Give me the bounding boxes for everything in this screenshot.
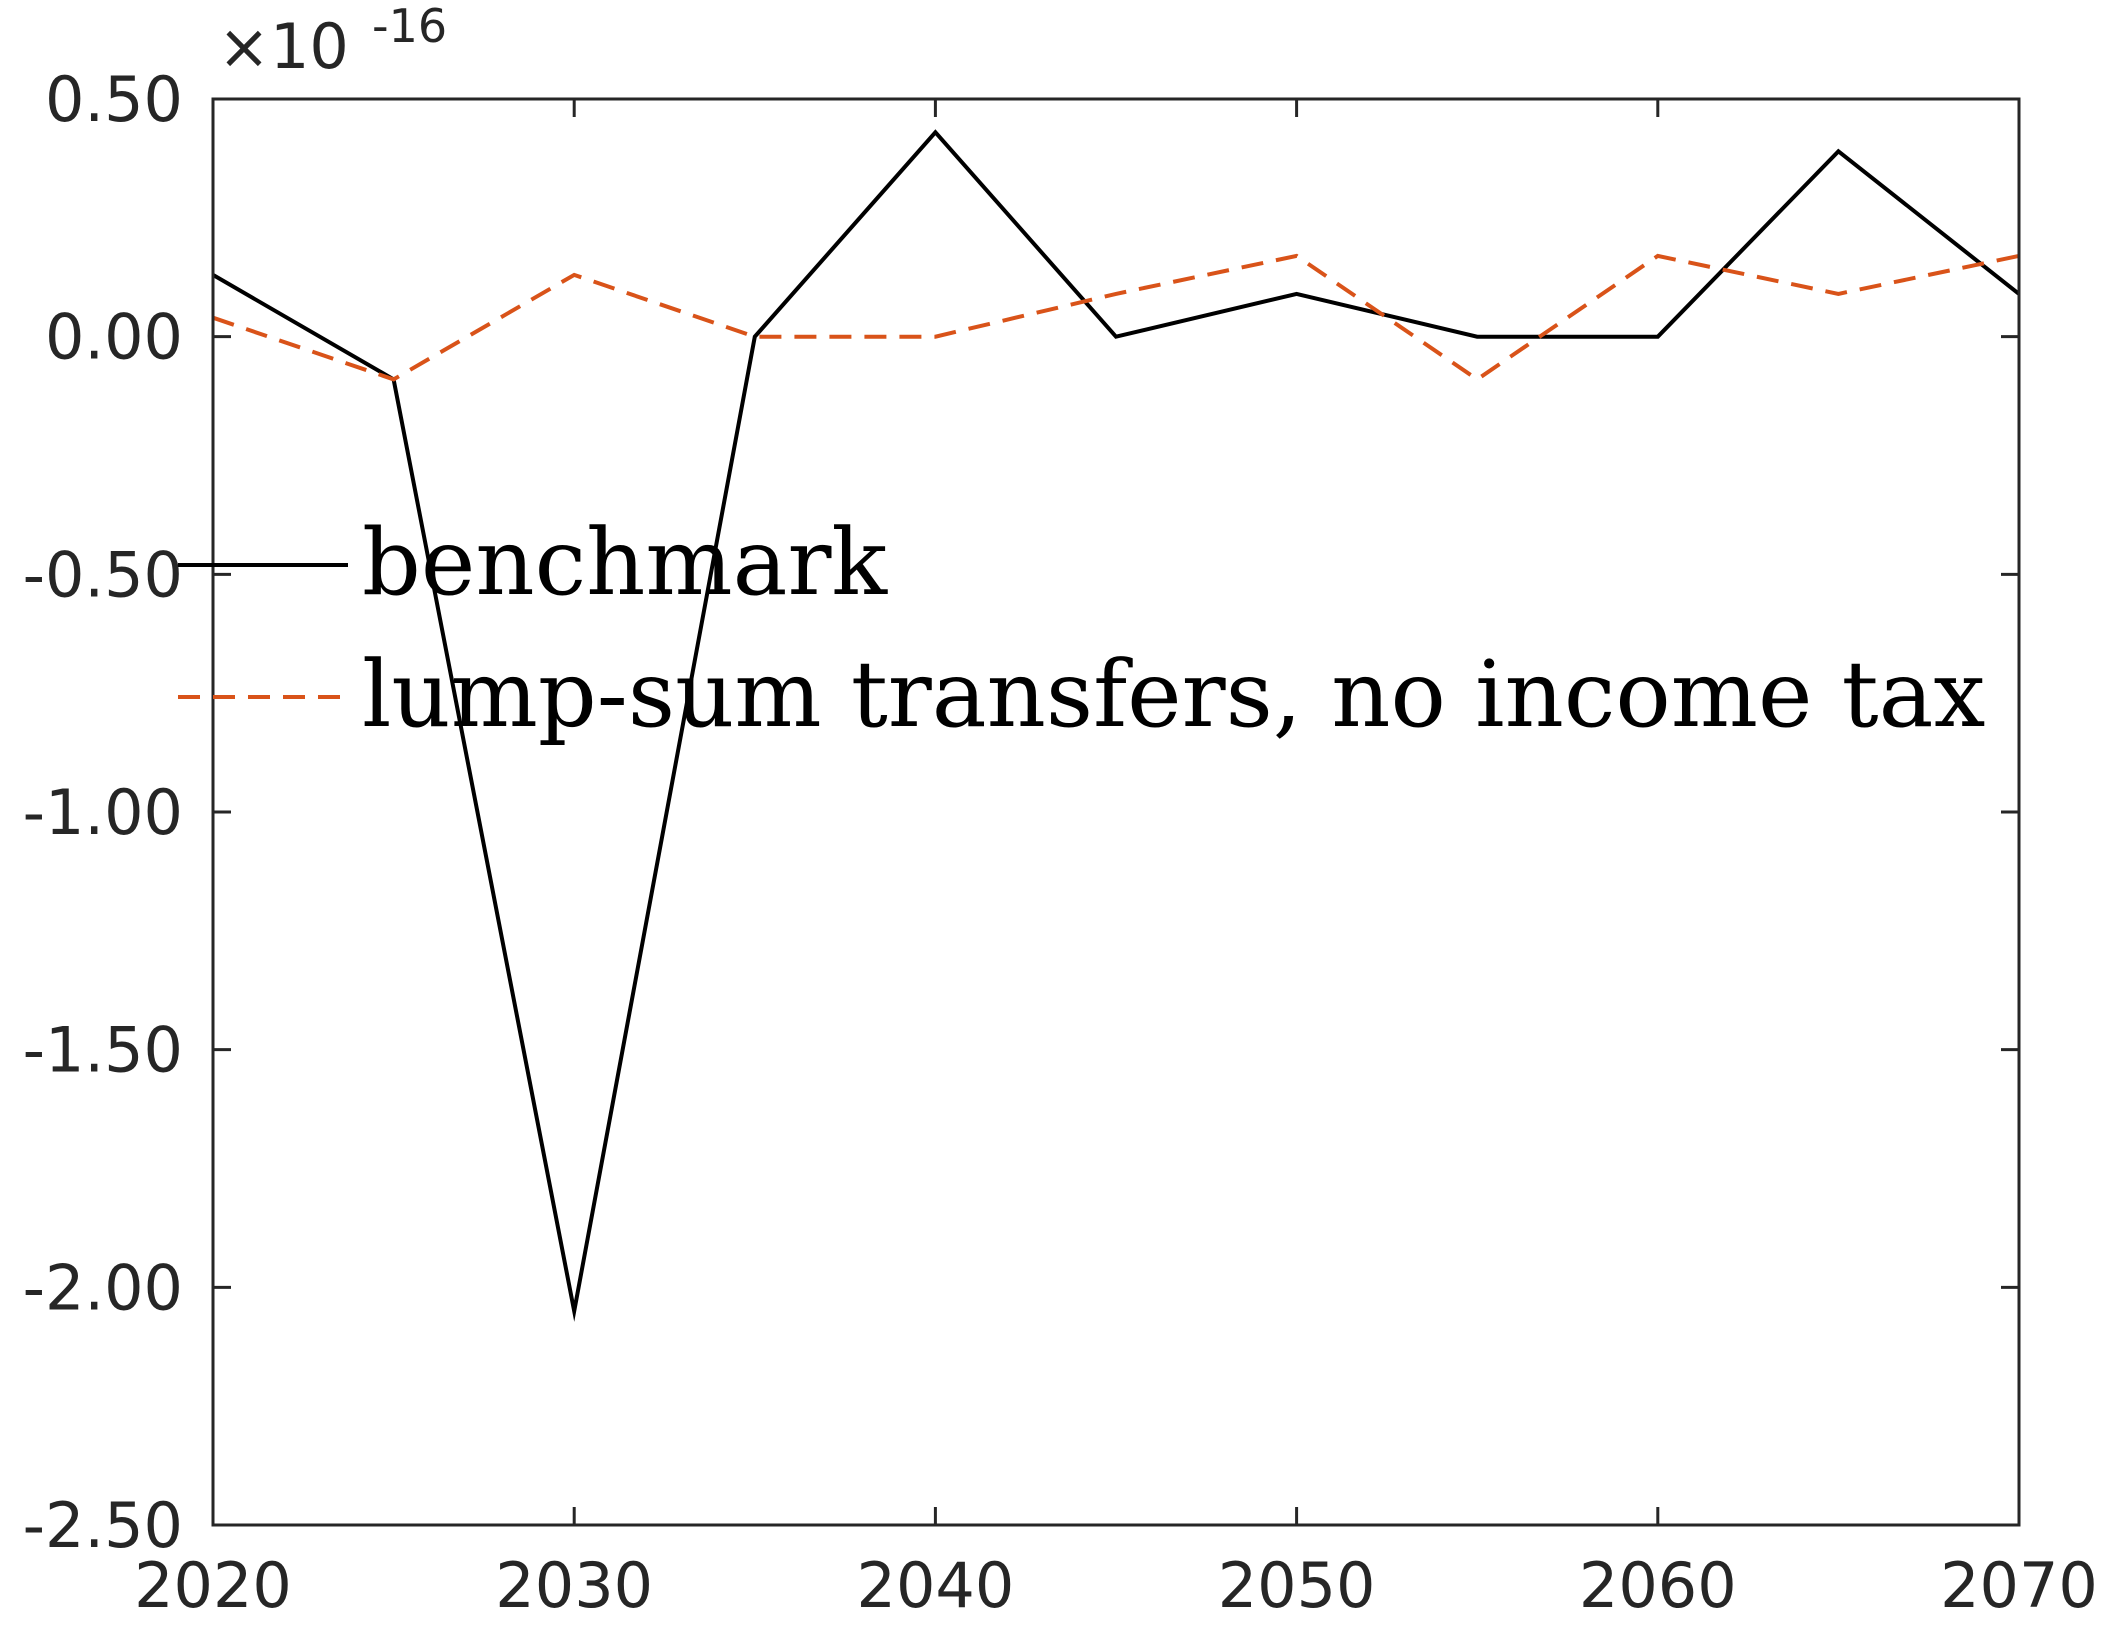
legend-label: lump-sum transfers, no income tax (362, 641, 1985, 748)
x-tick-label: 2040 (857, 1549, 1015, 1622)
x-tick-label: 2070 (1940, 1549, 2098, 1622)
y-tick-label: -2.50 (23, 1489, 183, 1562)
x-tick-label: 2050 (1218, 1549, 1376, 1622)
legend-label: benchmark (362, 509, 888, 616)
y-tick-label: 0.50 (45, 63, 183, 136)
y-exponent-multiplier: ×10 (218, 10, 349, 83)
y-exponent-power: -16 (372, 0, 447, 53)
y-tick-label: -1.00 (23, 776, 183, 849)
y-axis-exponent: ×10 -16 (218, 0, 447, 83)
legend-entry-2: lump-sum transfers, no income tax (178, 641, 1985, 748)
plot-area-background (213, 99, 2019, 1525)
y-tick-label: -0.50 (23, 538, 183, 611)
x-tick-label: 2060 (1579, 1549, 1737, 1622)
y-tick-label: 0.00 (45, 301, 183, 374)
y-tick-label: -1.50 (23, 1014, 183, 1087)
y-tick-label: -2.00 (23, 1251, 183, 1324)
x-tick-label: 2030 (495, 1549, 653, 1622)
